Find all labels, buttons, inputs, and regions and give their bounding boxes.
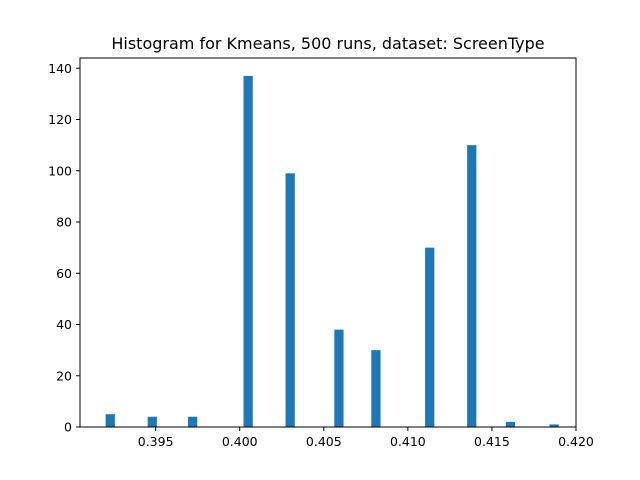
x-tick-label-4: 0.415	[474, 434, 510, 449]
histogram-bar-2	[188, 416, 198, 427]
y-tick-label-2: 40	[56, 317, 72, 332]
histogram-bar-5	[334, 329, 344, 427]
histogram-bar-7	[425, 247, 435, 427]
y-tick-label-6: 120	[48, 112, 72, 127]
y-tick-label-4: 80	[56, 215, 72, 230]
x-tick-label-5: 0.420	[558, 434, 594, 449]
y-tick-label-5: 100	[48, 163, 72, 178]
histogram-bar-8	[467, 145, 477, 427]
y-tick-label-1: 20	[56, 368, 72, 383]
plot-frame	[79, 57, 577, 428]
histogram-bar-0	[105, 414, 115, 427]
histogram-bar-1	[147, 416, 157, 427]
histogram-bar-9	[505, 421, 516, 427]
axes-group: 0.395 0.400 0.405 0.410 0.415 0.420 0 20 40 60 80 1…	[48, 57, 594, 449]
chart-title: Histogram for Kmeans, 500 runs, dataset:…	[111, 34, 544, 53]
histogram-bar-10	[549, 424, 559, 427]
x-tick-label-0: 0.395	[138, 434, 174, 449]
bars-group	[105, 75, 559, 427]
y-tick-label-0: 0	[64, 420, 72, 435]
histogram-bar-4	[285, 173, 295, 427]
x-tick-label-3: 0.410	[390, 434, 426, 449]
histogram-bar-6	[371, 350, 381, 427]
histogram-bar-3	[243, 75, 253, 427]
x-tick-label-1: 0.400	[222, 434, 258, 449]
x-tick-label-2: 0.405	[306, 434, 342, 449]
y-tick-label-7: 140	[48, 61, 72, 76]
y-tick-label-3: 60	[56, 266, 72, 281]
